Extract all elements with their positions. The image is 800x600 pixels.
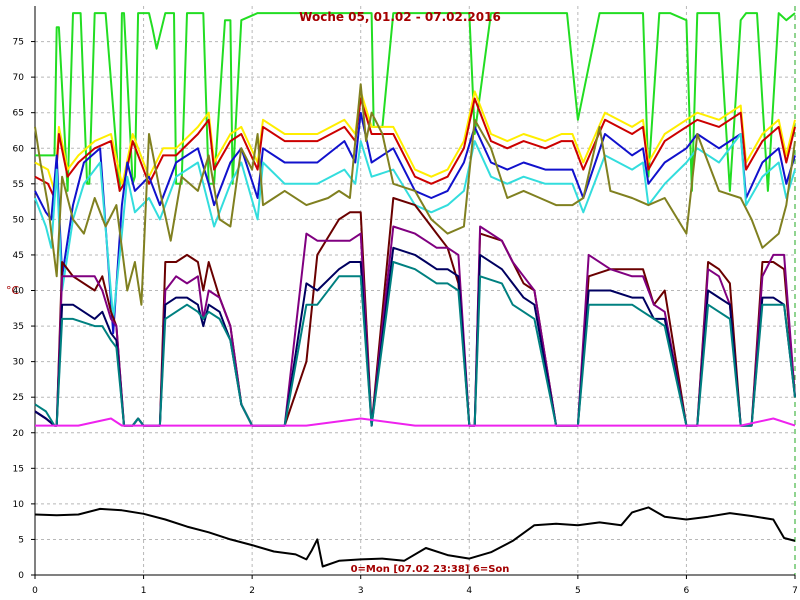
y-tick-labels: 0 5 10 15 20 25 30 35 40 45 50 55 60 65 70 75 [13, 38, 25, 581]
series-line-10 [34, 261, 796, 427]
x-tick-label: 4 [466, 586, 472, 596]
series-line-2 [34, 90, 796, 192]
y-tick-label: 20 [13, 429, 25, 439]
y-tick-label: 30 [13, 358, 25, 368]
chart-footer-note: 0=Mon [07.02 23:38] 6=Son [351, 564, 510, 575]
y-tick-label: 5 [18, 535, 24, 545]
y-tick-label: 0 [18, 571, 24, 581]
x-tick-label: 1 [141, 586, 147, 596]
x-tick-labels: 0 1 2 3 4 5 6 7 [32, 586, 798, 596]
x-tick-label: 6 [684, 586, 690, 596]
x-tick-label: 2 [249, 586, 255, 596]
y-tick-label: 10 [13, 500, 25, 510]
series-line-5 [34, 133, 796, 320]
y-axis-label: °C [6, 284, 20, 297]
y-tick-label: 55 [13, 180, 24, 190]
y-tick-label: 40 [13, 287, 25, 297]
chart-title: Woche 05, 01.02 - 07.02.2016 [299, 10, 501, 24]
y-tick-label: 65 [13, 109, 24, 119]
series-line-6 [34, 83, 796, 306]
axes [31, 6, 796, 579]
series-lines [34, 12, 796, 568]
x-tick-label: 5 [575, 586, 581, 596]
x-tick-label: 0 [32, 586, 38, 596]
series-line-4 [34, 111, 796, 335]
y-tick-label: 75 [13, 38, 24, 48]
y-tick-label: 45 [13, 251, 24, 261]
y-tick-label: 25 [13, 393, 24, 403]
y-tick-label: 60 [13, 144, 25, 154]
grid-lines [35, 6, 796, 575]
y-tick-label: 50 [13, 215, 25, 225]
series-line-11 [35, 417, 796, 427]
y-tick-label: 35 [13, 322, 24, 332]
series-line-1 [35, 12, 796, 192]
x-tick-label: 3 [358, 586, 364, 596]
y-tick-label: 70 [13, 73, 25, 83]
series-line-12 [34, 506, 796, 568]
y-tick-label: 15 [13, 464, 24, 474]
x-tick-label: 7 [792, 586, 798, 596]
